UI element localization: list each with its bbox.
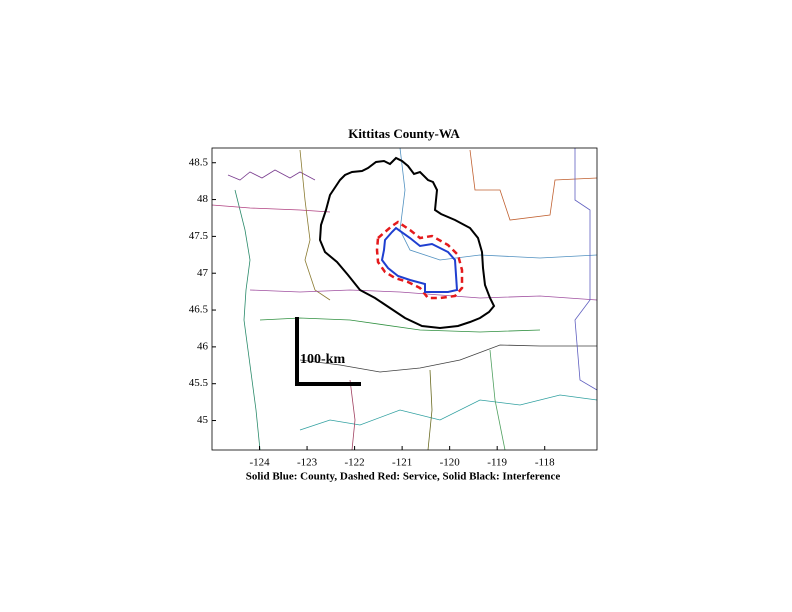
boundary <box>299 394 598 431</box>
boundary <box>399 147 598 261</box>
y-tick-label: 48.5 <box>189 156 209 168</box>
x-axis-label: Solid Blue: County, Dashed Red: Service,… <box>246 471 561 483</box>
plot-frame <box>211 147 598 451</box>
boundary <box>349 379 356 451</box>
boundary <box>211 204 331 213</box>
x-tick-label: -119 <box>487 457 507 469</box>
x-tick-label: -120 <box>440 457 461 469</box>
x-tick-label: -121 <box>392 457 412 469</box>
boundary <box>427 369 433 451</box>
x-tick-label: -124 <box>249 457 270 469</box>
county-outline <box>380 226 459 293</box>
boundary <box>299 149 331 301</box>
y-tick-label: 45.5 <box>189 377 209 389</box>
x-tick-label: -122 <box>345 457 365 469</box>
boundary <box>249 289 598 301</box>
boundary <box>489 349 506 451</box>
x-tick-label: -118 <box>535 457 555 469</box>
y-tick-label: 46 <box>197 340 209 352</box>
y-tick-label: 45 <box>197 414 209 426</box>
x-tick-label: -123 <box>297 457 318 469</box>
county-lines <box>211 147 598 451</box>
scale-bar <box>295 317 361 386</box>
y-tick-label: 48 <box>197 193 209 205</box>
boundary <box>469 149 598 221</box>
interference-contour <box>318 156 496 330</box>
boundary <box>259 317 541 333</box>
state-border <box>299 344 597 373</box>
chart-title: Kittitas County-WA <box>348 126 460 141</box>
boundary <box>574 148 598 391</box>
boundary <box>227 169 316 181</box>
y-tick-label: 46.5 <box>189 304 209 316</box>
y-tick-label: 47.5 <box>189 230 209 242</box>
y-tick-label: 47 <box>197 267 209 279</box>
service-contour <box>375 220 464 300</box>
scale-label: 100-km <box>300 352 345 367</box>
coastline <box>234 189 261 451</box>
